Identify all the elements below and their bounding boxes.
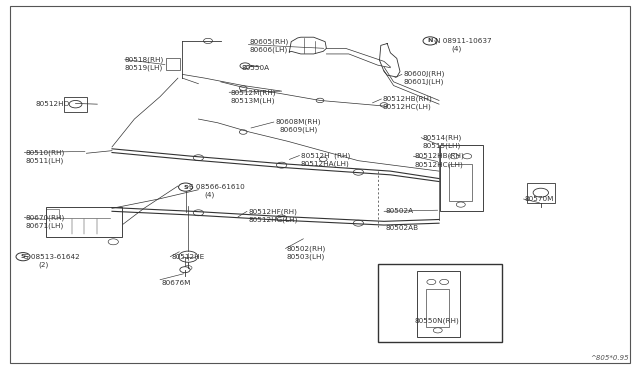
Text: ^805*0.95: ^805*0.95 (590, 355, 628, 361)
Text: 80671(LH): 80671(LH) (26, 222, 64, 229)
Bar (449, 164, 472, 201)
Text: 80606(LH): 80606(LH) (250, 46, 288, 53)
Bar (46, 207, 122, 237)
Text: 80510(RH): 80510(RH) (26, 149, 65, 156)
Circle shape (240, 63, 250, 69)
Circle shape (16, 253, 30, 261)
Text: 80515(LH): 80515(LH) (422, 142, 461, 149)
Circle shape (69, 100, 82, 108)
Circle shape (456, 202, 465, 207)
Circle shape (450, 154, 459, 159)
Text: 80550A: 80550A (242, 65, 270, 71)
Text: 80609(LH): 80609(LH) (280, 127, 318, 134)
Text: S 08566-61610: S 08566-61610 (189, 184, 244, 190)
Circle shape (193, 210, 204, 216)
Text: 80512HD: 80512HD (35, 101, 70, 107)
Text: (4): (4) (205, 192, 215, 198)
Circle shape (204, 38, 212, 44)
Text: 80608M(RH): 80608M(RH) (275, 119, 321, 125)
Text: 80550N(RH): 80550N(RH) (414, 317, 459, 324)
Text: 80512HG(LH): 80512HG(LH) (248, 216, 298, 223)
Text: 80601J(LH): 80601J(LH) (403, 78, 444, 85)
Text: 80512HA(LH): 80512HA(LH) (301, 160, 349, 167)
Circle shape (276, 215, 287, 221)
Text: 80605(RH): 80605(RH) (250, 38, 289, 45)
Text: S: S (20, 254, 26, 259)
Bar (527, 183, 555, 203)
Text: 80503(LH): 80503(LH) (287, 253, 325, 260)
Circle shape (423, 37, 437, 45)
Text: 80670(RH): 80670(RH) (26, 214, 65, 221)
Circle shape (184, 266, 192, 270)
Circle shape (239, 130, 247, 134)
Bar (417, 271, 460, 337)
Text: 80513M(LH): 80513M(LH) (230, 97, 275, 104)
Text: 80570M: 80570M (525, 196, 554, 202)
Circle shape (463, 154, 472, 159)
Text: (2): (2) (38, 262, 49, 268)
Circle shape (353, 169, 364, 175)
Bar (378, 264, 502, 342)
Circle shape (353, 220, 364, 226)
Text: 80512M(RH): 80512M(RH) (230, 89, 276, 96)
Circle shape (316, 98, 324, 103)
Circle shape (193, 155, 204, 161)
Text: S: S (183, 185, 188, 190)
Circle shape (239, 86, 247, 90)
Text: 80512H  (RH): 80512H (RH) (301, 152, 350, 159)
Circle shape (276, 162, 287, 168)
Circle shape (108, 239, 118, 245)
Text: 80676M: 80676M (161, 280, 191, 286)
Circle shape (533, 188, 548, 197)
Text: 80511(LH): 80511(LH) (26, 157, 64, 164)
Text: 80512HB(RH): 80512HB(RH) (415, 153, 465, 160)
Circle shape (440, 279, 449, 285)
Text: 80514(RH): 80514(RH) (422, 134, 461, 141)
Text: 80519(LH): 80519(LH) (125, 64, 163, 71)
Text: 80600J(RH): 80600J(RH) (403, 70, 445, 77)
Bar (440, 145, 483, 211)
Bar (64, 97, 87, 112)
Bar (426, 289, 449, 327)
Text: 80502A: 80502A (385, 208, 413, 214)
Circle shape (179, 183, 193, 191)
Circle shape (380, 103, 388, 107)
Text: 80512HF(RH): 80512HF(RH) (248, 208, 297, 215)
Text: 80512HE: 80512HE (172, 254, 205, 260)
Circle shape (427, 279, 436, 285)
Text: 80502AB: 80502AB (385, 225, 419, 231)
Circle shape (433, 328, 442, 333)
Text: S 08513-61642: S 08513-61642 (24, 254, 80, 260)
Text: N 08911-10637: N 08911-10637 (435, 38, 492, 44)
Text: 80502(RH): 80502(RH) (287, 245, 326, 252)
Circle shape (180, 267, 190, 273)
Text: 80512HB(RH): 80512HB(RH) (383, 96, 433, 102)
Text: 80518(RH): 80518(RH) (125, 56, 164, 63)
Circle shape (319, 157, 327, 161)
Text: 80512HC(LH): 80512HC(LH) (415, 161, 463, 168)
Text: N: N (428, 38, 433, 44)
Text: 80512HC(LH): 80512HC(LH) (383, 104, 431, 110)
Text: (4): (4) (452, 46, 462, 52)
Circle shape (179, 251, 198, 262)
Bar (166, 58, 180, 70)
